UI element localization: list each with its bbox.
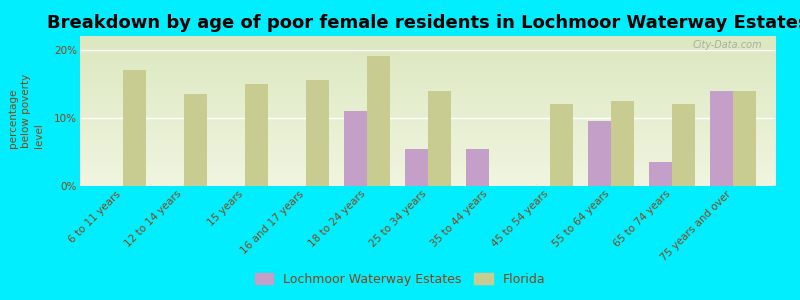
Bar	[245, 84, 268, 186]
Bar	[611, 101, 634, 186]
Bar	[405, 148, 428, 186]
Bar	[649, 162, 672, 186]
Bar	[588, 121, 611, 186]
Bar	[734, 91, 757, 186]
Legend: Lochmoor Waterway Estates, Florida: Lochmoor Waterway Estates, Florida	[250, 268, 550, 291]
Bar	[710, 91, 734, 186]
Text: percentage
below poverty
level: percentage below poverty level	[8, 74, 45, 148]
Bar	[550, 104, 574, 186]
Bar	[306, 80, 329, 186]
Text: City-Data.com: City-Data.com	[693, 40, 762, 50]
Bar	[367, 56, 390, 186]
Bar	[466, 148, 489, 186]
Bar	[184, 94, 207, 186]
Bar	[672, 104, 695, 186]
Bar	[428, 91, 451, 186]
Bar	[122, 70, 146, 186]
Title: Breakdown by age of poor female residents in Lochmoor Waterway Estates: Breakdown by age of poor female resident…	[47, 14, 800, 32]
Bar	[344, 111, 367, 186]
